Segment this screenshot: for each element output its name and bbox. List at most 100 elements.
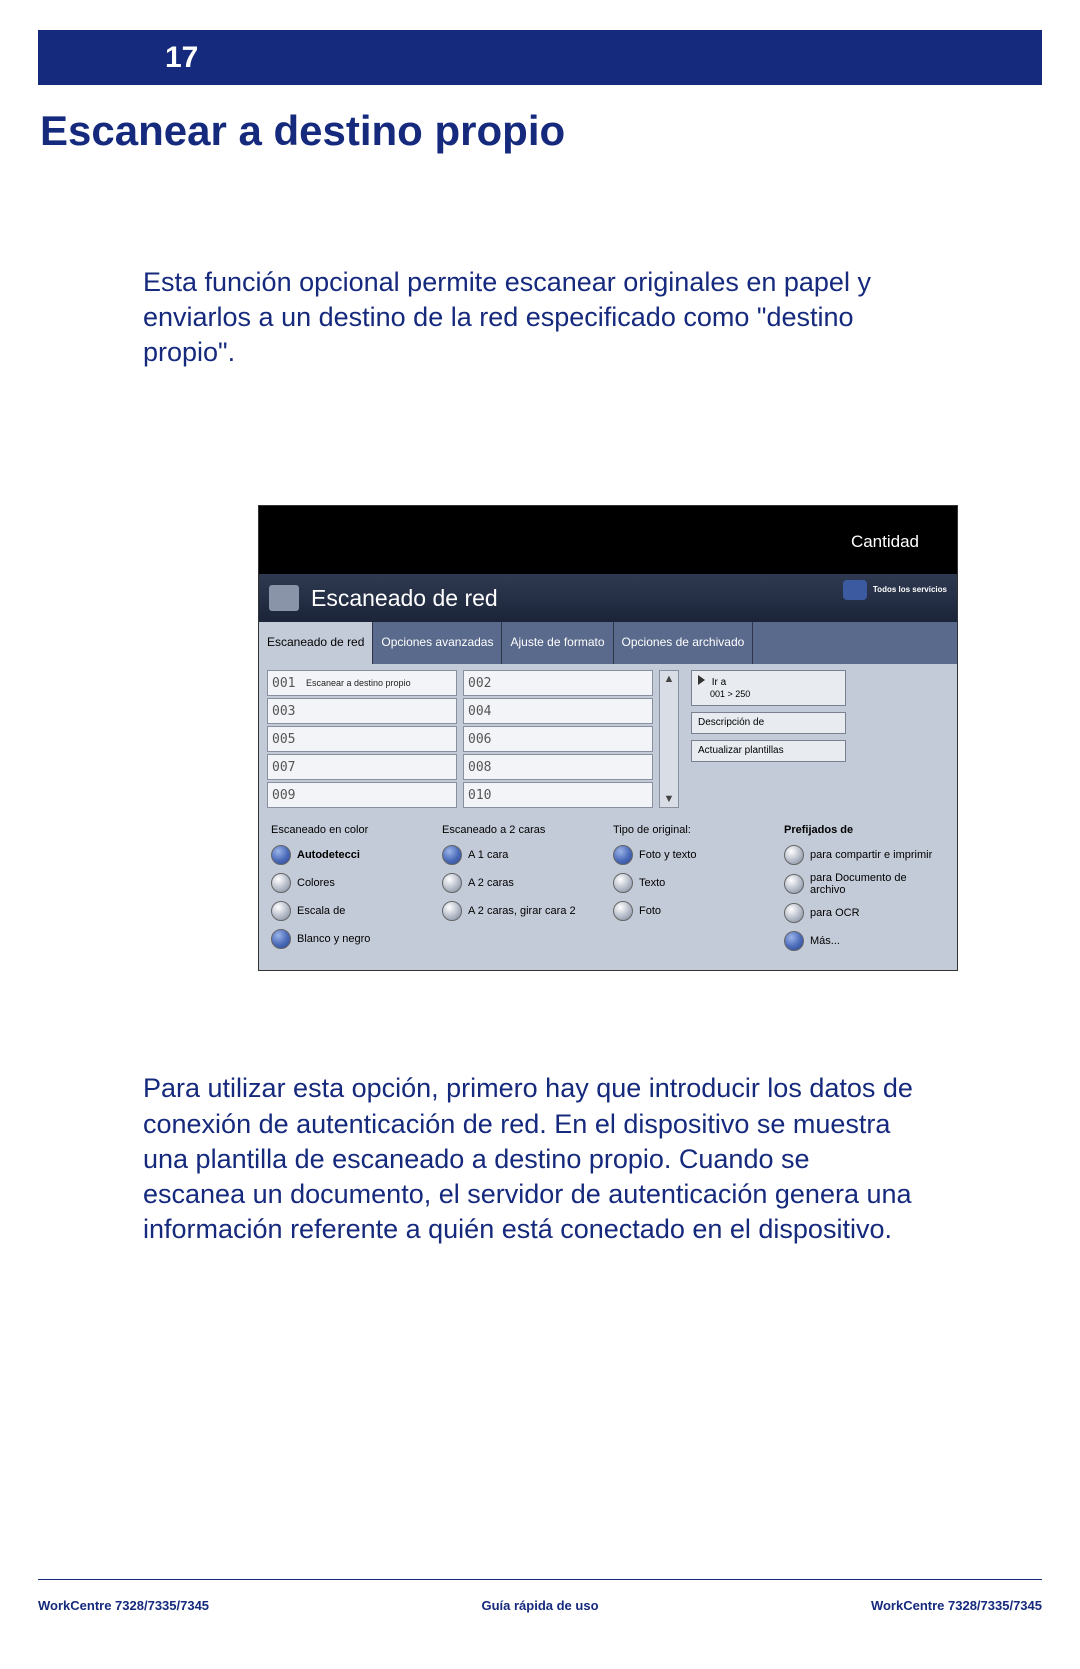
option-row[interactable]: Blanco y negro [271,928,432,950]
option-row[interactable]: Autodetecci [271,844,432,866]
tab[interactable]: Escaneado de red [259,622,373,664]
radio-icon[interactable] [613,845,633,865]
template-row[interactable]: 006 [463,726,653,752]
option-label: Foto [639,905,661,917]
quantity-label: Cantidad [851,532,919,552]
scroll-down-icon[interactable]: ▼ [664,793,675,805]
option-label: Más... [810,935,840,947]
play-icon [698,675,705,685]
option-row[interactable]: Foto y texto [613,844,774,866]
footer-right: WorkCentre 7328/7335/7345 [871,1598,1042,1613]
template-row[interactable]: 010 [463,782,653,808]
option-groups: Escaneado en color Autodetecci Colores Esca… [267,824,949,958]
option-header: Escaneado en color [271,824,432,838]
radio-icon[interactable] [271,929,291,949]
footer-center: Guía rápida de uso [481,1598,598,1613]
template-row[interactable]: 004 [463,698,653,724]
header-accent [38,30,143,85]
template-row[interactable]: 002 [463,670,653,696]
template-row[interactable]: 005 [267,726,457,752]
template-list-right: 002 004 006 008 010 [463,670,653,810]
device-panel: Cantidad Escaneado de red Todos los serv… [258,505,958,971]
tab-strip: Escaneado de redOpciones avanzadasAjuste… [259,622,957,664]
template-number: 001 [272,676,306,691]
services-icon [843,580,867,600]
option-label: Foto y texto [639,849,696,861]
template-row[interactable]: 007 [267,754,457,780]
device-top-bar: Cantidad [259,506,957,574]
option-column: Escaneado a 2 caras A 1 cara A 2 caras A 2 … [438,824,607,958]
radio-icon[interactable] [442,901,462,921]
outro-text: Para utilizar esta opción, primero hay q… [143,1071,913,1246]
template-number: 009 [272,788,306,803]
page-footer: WorkCentre 7328/7335/7345 Guía rápida de… [38,1579,1042,1613]
device-title: Escaneado de red [311,585,498,612]
radio-icon[interactable] [613,901,633,921]
goto-button[interactable]: Ir a 001 > 250 [691,670,846,706]
option-label: Autodetecci [297,849,360,861]
option-row[interactable]: Más... [784,930,945,952]
goto-label: Ir a [712,677,726,688]
radio-icon[interactable] [271,873,291,893]
option-label: para OCR [810,907,860,919]
description-button[interactable]: Descripción de [691,712,846,734]
option-row[interactable]: Colores [271,872,432,894]
header-bar: 17 [38,30,1042,85]
option-row[interactable]: Texto [613,872,774,894]
tab[interactable]: Ajuste de formato [502,622,613,664]
all-services-button[interactable]: Todos los servicios [843,580,947,600]
option-label: A 2 caras, girar cara 2 [468,905,576,917]
radio-icon[interactable] [613,873,633,893]
update-label: Actualizar plantillas [698,745,784,756]
template-number: 004 [468,704,502,719]
template-row[interactable]: 003 [267,698,457,724]
option-row[interactable]: Foto [613,900,774,922]
template-row[interactable]: 008 [463,754,653,780]
template-number: 006 [468,732,502,747]
option-label: Texto [639,877,665,889]
device-titlebar: Escaneado de red Todos los servicios [259,574,957,622]
radio-icon[interactable] [784,903,804,923]
option-column: Prefijados depara compartir e imprimirpa… [780,824,949,958]
scroll-up-icon[interactable]: ▲ [664,673,675,685]
template-row[interactable]: 009 [267,782,457,808]
description-label: Descripción de [698,717,764,728]
option-row[interactable]: para OCR [784,902,945,924]
intro-text: Esta función opcional permite escanear o… [143,265,913,370]
option-label: A 1 cara [468,849,508,861]
radio-icon[interactable] [442,873,462,893]
template-list-left: 001Escanear a destino propio 003 005 007 009 [267,670,457,810]
template-number: 007 [272,760,306,775]
tab[interactable]: Opciones de archivado [614,622,754,664]
option-column: Tipo de original:Foto y textoTextoFoto [609,824,778,958]
radio-icon[interactable] [271,845,291,865]
option-label: Colores [297,877,335,889]
page-number: 17 [165,41,198,75]
network-scan-icon [269,585,299,611]
option-row[interactable]: A 2 caras [442,872,603,894]
footer-left: WorkCentre 7328/7335/7345 [38,1598,209,1613]
option-row[interactable]: para Documento de archivo [784,872,945,896]
template-number: 003 [272,704,306,719]
radio-icon[interactable] [784,874,804,894]
tab[interactable]: Opciones avanzadas [373,622,502,664]
template-number: 010 [468,788,502,803]
option-label: para Documento de archivo [810,872,945,896]
scrollbar[interactable]: ▲ ▼ [659,670,679,808]
radio-icon[interactable] [442,845,462,865]
option-row[interactable]: Escala de [271,900,432,922]
option-row[interactable]: A 2 caras, girar cara 2 [442,900,603,922]
template-number: 008 [468,760,502,775]
radio-icon[interactable] [784,845,804,865]
header-main: 17 [143,30,1042,85]
template-row[interactable]: 001Escanear a destino propio [267,670,457,696]
template-label: Escanear a destino propio [306,678,411,688]
option-label: Blanco y negro [297,933,370,945]
option-row[interactable]: A 1 cara [442,844,603,866]
radio-icon[interactable] [784,931,804,951]
option-row[interactable]: para compartir e imprimir [784,844,945,866]
template-number: 002 [468,676,502,691]
option-header: Escaneado a 2 caras [442,824,603,838]
update-templates-button[interactable]: Actualizar plantillas [691,740,846,762]
radio-icon[interactable] [271,901,291,921]
